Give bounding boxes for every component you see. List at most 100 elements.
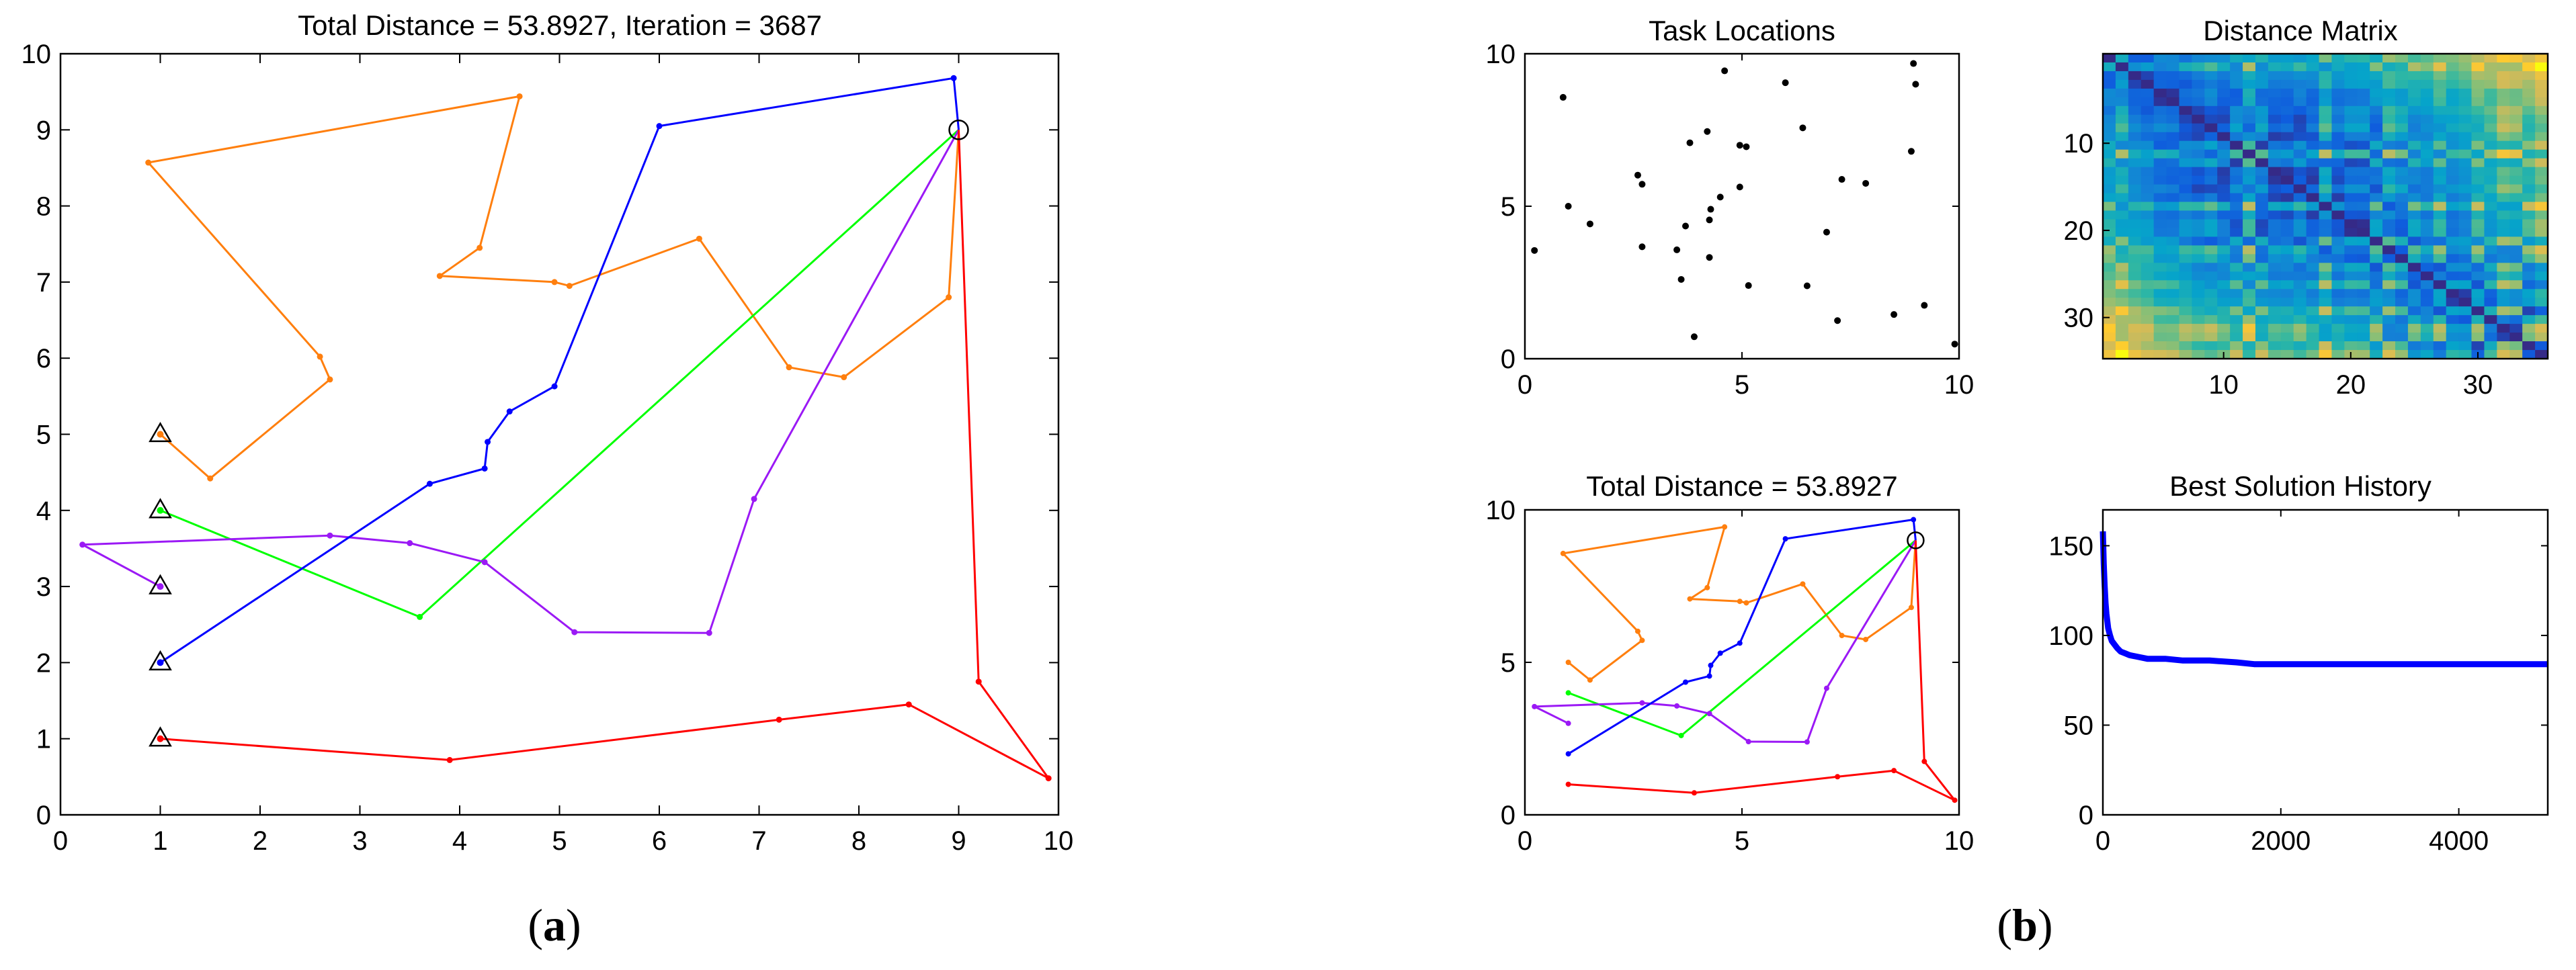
distance-matrix-cell (2115, 219, 2129, 229)
distance-matrix-cell (2255, 140, 2269, 150)
distance-matrix-cell (2179, 79, 2192, 89)
distance-matrix-cell (2395, 219, 2409, 229)
distance-matrix-cell (2115, 71, 2129, 81)
distance-matrix-cell (2458, 149, 2473, 159)
0-xtick-label: 5 (552, 826, 567, 856)
distance-matrix-cell (2407, 271, 2421, 281)
distance-matrix-cell (2319, 97, 2333, 107)
main-route-plot: Total Distance = 53.8927, Iteration = 36… (22, 9, 1074, 856)
distance-matrix-cell (2357, 175, 2370, 185)
distance-matrix-cell (2382, 71, 2396, 81)
distance-matrix-cell (2230, 228, 2243, 237)
distance-matrix-cell (2204, 202, 2218, 212)
best-history-line (2100, 531, 2548, 668)
distance-matrix-cell (2509, 71, 2523, 81)
distance-matrix-cell (2128, 114, 2142, 124)
distance-matrix-cell (2280, 228, 2294, 237)
distance-matrix-cell (2217, 289, 2231, 298)
distance-matrix-cell (2458, 254, 2473, 263)
distance-matrix-cell (2344, 140, 2358, 150)
distance-matrix-cell (2471, 140, 2485, 150)
distance-matrix-cell (2243, 123, 2256, 133)
distance-matrix-cell (2192, 306, 2205, 316)
distance-matrix-cell (2497, 333, 2510, 342)
distance-matrix-cell (2293, 236, 2307, 246)
route-point-red (1835, 774, 1841, 780)
distance-matrix-cell (2382, 341, 2396, 351)
route-point-purple (327, 532, 333, 539)
distance-matrix-cell (2243, 324, 2256, 333)
distance-matrix-cell (2522, 263, 2536, 272)
distance-matrix-cell (2230, 289, 2243, 298)
distance-matrix-cell (2344, 236, 2358, 246)
distance-matrix-cell (2192, 193, 2205, 203)
start-point (157, 431, 164, 438)
distance-matrix-cell (2484, 97, 2497, 107)
distance-matrix-cell (2497, 350, 2510, 359)
distance-matrix-cell (2446, 280, 2460, 290)
distance-matrix-cell (2103, 289, 2116, 298)
distance-matrix-cell (2331, 271, 2345, 281)
start-point (1565, 690, 1571, 696)
distance-matrix-cell (2103, 123, 2116, 133)
task-location-point (1559, 93, 1567, 101)
distance-matrix-cell (2115, 333, 2129, 342)
distance-matrix-cell (2141, 245, 2155, 255)
distance-matrix-cell (2458, 289, 2473, 298)
distance-matrix-axes-frame (2102, 52, 2549, 360)
distance-matrix-cell (2420, 219, 2434, 229)
task-location-point (1682, 222, 1690, 230)
3-ytick-label: 0 (1501, 801, 1515, 830)
distance-matrix-cell (2319, 202, 2333, 212)
distance-matrix-cell (2331, 289, 2345, 298)
distance-matrix-cell (2153, 236, 2167, 246)
distance-matrix-cell (2128, 210, 2142, 220)
distance-matrix-cell (2357, 263, 2370, 272)
distance-matrix-cell (2370, 236, 2383, 246)
route-point-red (975, 678, 982, 685)
distance-matrix-cell (2306, 114, 2320, 124)
distance-matrix-cell (2179, 219, 2192, 229)
distance-matrix-cell (2141, 350, 2155, 359)
distance-matrix-cell (2395, 271, 2409, 281)
task-locations-axes-frame (1524, 52, 1960, 360)
distance-matrix-cell (2509, 123, 2523, 133)
distance-matrix-cell (2268, 341, 2282, 351)
distance-matrix-cell (2115, 236, 2129, 246)
distance-matrix-cell (2331, 123, 2345, 133)
distance-matrix-cell (2293, 289, 2307, 298)
distance-matrix-cell (2204, 254, 2218, 263)
distance-matrix-cell (2128, 298, 2142, 307)
distance-matrix-cell (2331, 114, 2345, 124)
distance-matrix-cell (2319, 263, 2333, 272)
distance-matrix-cell (2522, 298, 2536, 307)
distance-matrix-cell (2255, 333, 2269, 342)
distance-matrix-cell (2446, 341, 2460, 351)
distance-matrix-cell (2395, 175, 2409, 185)
distance-matrix-cell (2243, 315, 2256, 324)
distance-matrix-cell (2433, 236, 2447, 246)
distance-matrix-cell (2370, 140, 2383, 150)
distance-matrix-cell (2243, 245, 2256, 255)
distance-matrix-cell (2204, 228, 2218, 237)
distance-matrix-cell (2395, 306, 2409, 316)
distance-matrix-cell (2268, 333, 2282, 342)
distance-matrix-cell (2179, 245, 2192, 255)
distance-matrix-cell (2306, 140, 2320, 150)
distance-matrix-cell (2243, 71, 2256, 81)
distance-matrix-cell (2420, 158, 2434, 168)
distance-matrix-cell (2166, 271, 2180, 281)
distance-matrix-cell (2357, 341, 2370, 351)
distance-matrix-cell (2115, 324, 2129, 333)
distance-matrix-cell (2497, 140, 2510, 150)
distance-matrix-cell (2153, 132, 2167, 142)
distance-matrix-cell (2217, 298, 2231, 307)
2-xtick-label: 20 (2336, 370, 2366, 400)
distance-matrix-cell (2153, 350, 2167, 359)
distance-matrix-cell (2370, 167, 2383, 177)
distance-matrix-cell (2344, 158, 2358, 168)
distance-matrix-cell (2268, 54, 2282, 63)
distance-matrix-cell (2115, 263, 2129, 272)
distance-matrix-cell (2306, 219, 2320, 229)
distance-matrix-cell (2535, 306, 2548, 316)
